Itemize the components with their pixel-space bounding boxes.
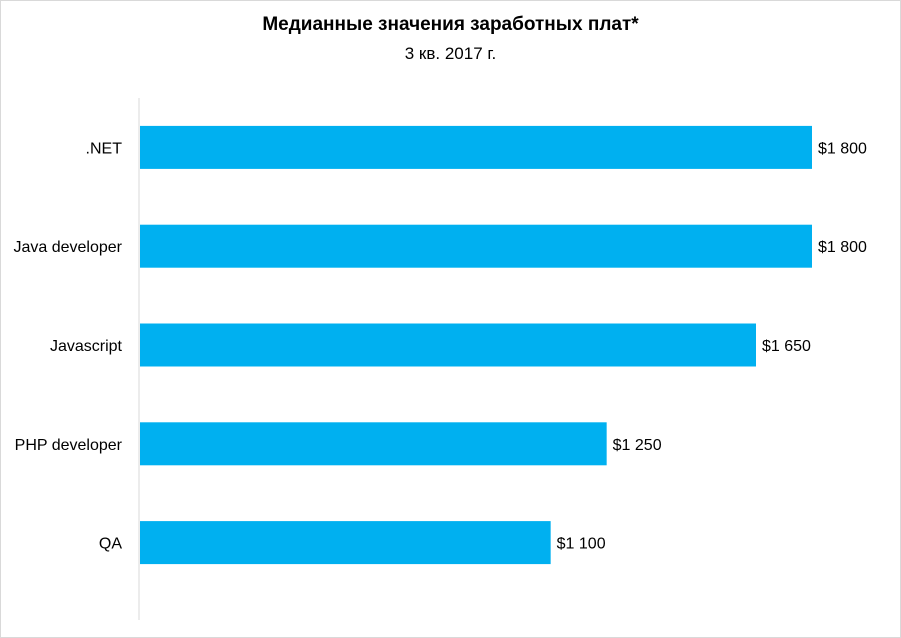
chart-title: Медианные значения заработных плат* xyxy=(262,14,639,35)
value-label-0: $1 800 xyxy=(818,140,867,157)
bar-1 xyxy=(140,224,812,268)
bar-4 xyxy=(140,521,551,565)
category-label-3: PHP developer xyxy=(15,437,123,454)
value-label-2: $1 650 xyxy=(762,338,811,355)
bar-3 xyxy=(140,422,607,466)
value-label-1: $1 800 xyxy=(818,239,867,256)
bar-2 xyxy=(140,323,756,367)
value-label-3: $1 250 xyxy=(613,437,662,454)
category-label-0: .NET xyxy=(86,140,123,157)
bar-0 xyxy=(140,125,812,169)
chart-subtitle: 3 кв. 2017 г. xyxy=(404,44,497,63)
category-label-4: QA xyxy=(99,536,122,553)
category-label-2: Javascript xyxy=(50,338,123,355)
value-label-4: $1 100 xyxy=(557,536,606,553)
category-label-1: Java developer xyxy=(13,239,122,256)
